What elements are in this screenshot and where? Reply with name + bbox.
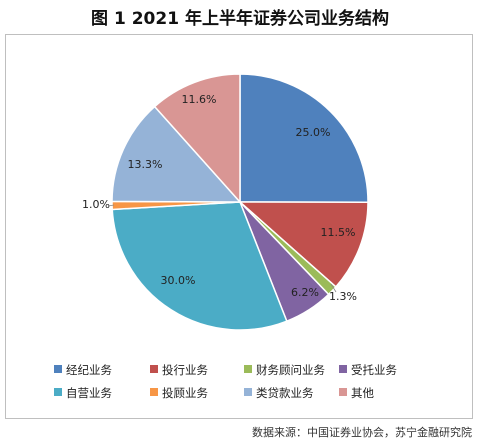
pie-slice-8	[153, 73, 241, 204]
pie-data-label-8: 11.6%	[182, 93, 217, 106]
pie-data-labels: 25.0% 11.5% 1.3% 6.2% 30.0% 1.0% 13.3% 11.6%	[82, 93, 357, 303]
legend-swatch-1	[54, 365, 62, 373]
legend-swatch-5	[54, 388, 62, 396]
pie-data-label-1: 25.0%	[296, 126, 331, 139]
data-source-note: 数据来源：中国证券业协会，苏宁金融研究院	[252, 426, 472, 439]
legend-swatch-7	[244, 388, 252, 396]
pie-slice-5	[111, 201, 288, 331]
legend-swatch-6	[150, 388, 158, 396]
leader-line-2	[107, 204, 115, 207]
chart-title: 图 1 2021 年上半年证券公司业务结构	[91, 9, 389, 29]
legend-label-7: 类贷款业务	[256, 386, 314, 400]
pie-data-label-6: 1.0%	[82, 198, 110, 211]
legend-label-8: 其他	[351, 386, 374, 400]
legend-swatch-3	[244, 365, 252, 373]
legend-label-6: 投顾业务	[162, 386, 208, 400]
pie-slice-7	[111, 105, 242, 203]
legend-label-5: 自营业务	[66, 386, 112, 400]
pie-slice-1	[239, 73, 369, 203]
legend-swatch-2	[150, 365, 158, 373]
chart-frame	[5, 34, 473, 419]
legend-swatch-4	[339, 365, 347, 373]
legend-label-2: 投行业务	[162, 363, 208, 377]
pie-data-label-5: 30.0%	[161, 274, 196, 287]
legend-label-1: 经纪业务	[66, 363, 112, 377]
legend-label-3: 财务顾问业务	[256, 363, 325, 377]
legend-label-4: 受托业务	[351, 363, 397, 377]
pie-slices	[111, 73, 369, 331]
pie-data-label-7: 13.3%	[128, 158, 163, 171]
pie-data-label-4: 6.2%	[291, 286, 319, 299]
pie-data-label-3: 1.3%	[329, 290, 357, 303]
pie-data-label-2: 11.5%	[321, 226, 356, 239]
pie-slice-2	[238, 201, 369, 288]
leader-line-1	[330, 283, 337, 293]
legend-swatch-8	[339, 388, 347, 396]
